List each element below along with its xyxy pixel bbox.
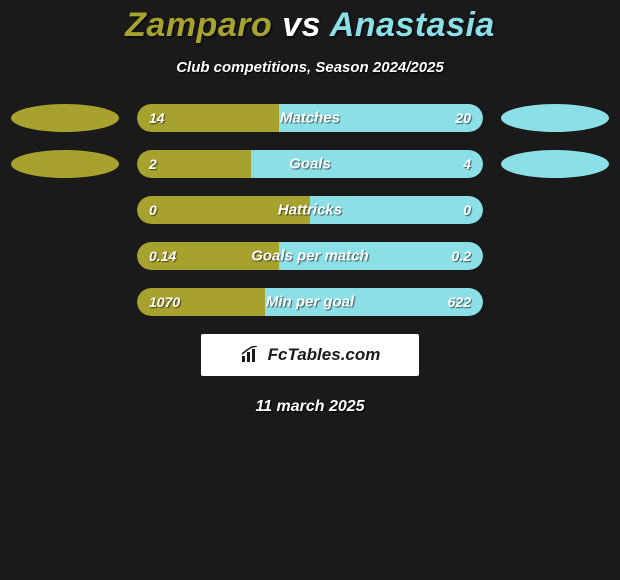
stat-row: 2 4 Goals xyxy=(0,150,620,178)
player1-ellipse xyxy=(11,196,119,224)
stat-row: 0.14 0.2 Goals per match xyxy=(0,242,620,270)
player2-ellipse xyxy=(501,104,609,132)
value-player1: 1070 xyxy=(149,294,180,310)
value-player2: 0.2 xyxy=(452,248,471,264)
player2-ellipse xyxy=(501,196,609,224)
stat-row: 1070 622 Min per goal xyxy=(0,288,620,316)
stat-bar: 2 4 Goals xyxy=(137,150,483,178)
badge-text: FcTables.com xyxy=(268,345,381,365)
stat-bar: 14 20 Matches xyxy=(137,104,483,132)
date-label: 11 march 2025 xyxy=(0,398,620,416)
value-player1: 0.14 xyxy=(149,248,176,264)
vs-label: vs xyxy=(282,6,321,44)
player1-name: Zamparo xyxy=(125,6,272,44)
value-player2: 20 xyxy=(455,110,471,126)
stat-row: 14 20 Matches xyxy=(0,104,620,132)
metric-label: Min per goal xyxy=(266,294,354,311)
value-player1: 14 xyxy=(149,110,165,126)
stat-bar: 1070 622 Min per goal xyxy=(137,288,483,316)
value-player2: 622 xyxy=(448,294,471,310)
metric-label: Matches xyxy=(280,110,340,127)
value-player2: 4 xyxy=(463,156,471,172)
value-player1: 0 xyxy=(149,202,157,218)
player1-ellipse xyxy=(11,150,119,178)
value-player1: 2 xyxy=(149,156,157,172)
metric-label: Goals per match xyxy=(251,248,369,265)
fctables-badge[interactable]: FcTables.com xyxy=(201,334,419,376)
stat-bar: 0.14 0.2 Goals per match xyxy=(137,242,483,270)
stat-bar: 0 0 Hattricks xyxy=(137,196,483,224)
stat-row: 0 0 Hattricks xyxy=(0,196,620,224)
comparison-chart: 14 20 Matches 2 4 Goals 0 0 Hattricks 0.14 0.2 Goal… xyxy=(0,104,620,316)
player2-ellipse xyxy=(501,242,609,270)
player1-ellipse xyxy=(11,242,119,270)
subtitle: Club competitions, Season 2024/2025 xyxy=(0,59,620,76)
value-player2: 0 xyxy=(463,202,471,218)
player2-ellipse xyxy=(501,288,609,316)
bar-chart-icon xyxy=(240,346,262,364)
player1-ellipse xyxy=(11,104,119,132)
metric-label: Goals xyxy=(289,156,331,173)
metric-label: Hattricks xyxy=(278,202,342,219)
player2-ellipse xyxy=(501,150,609,178)
comparison-title: Zamparo vs Anastasia xyxy=(0,0,620,45)
bar-segment-player2 xyxy=(251,150,483,178)
player1-ellipse xyxy=(11,288,119,316)
player2-name: Anastasia xyxy=(330,6,495,44)
